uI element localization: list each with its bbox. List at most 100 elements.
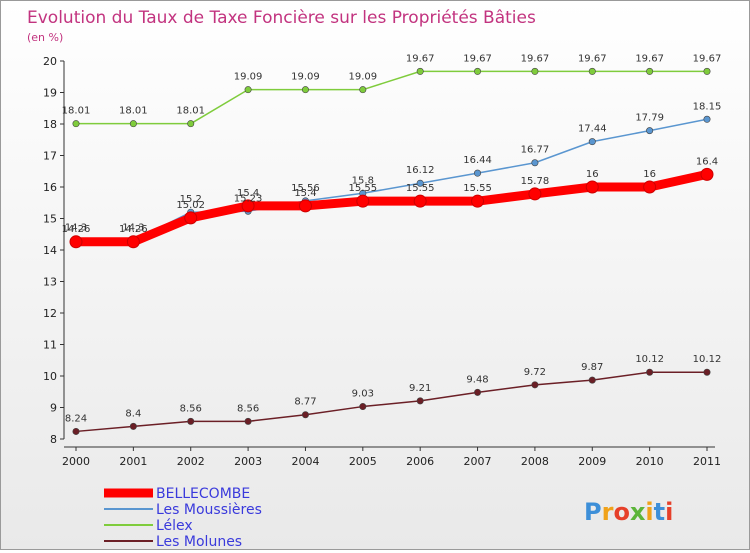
data-label-lelex: 19.67 bbox=[521, 53, 550, 64]
data-label-moussieres: 17.44 bbox=[578, 124, 607, 135]
chart-title: Evolution du Taux de Taxe Foncière sur l… bbox=[27, 8, 536, 28]
data-point-lelex bbox=[474, 67, 482, 75]
data-label-molunes: 8.56 bbox=[237, 403, 259, 414]
proxiti-logo: Proxiti bbox=[584, 498, 673, 526]
data-label-moussieres: 16.77 bbox=[521, 145, 550, 156]
data-label-bellecombe: 14.26 bbox=[62, 224, 91, 235]
legend-label-lelex: Lélex bbox=[156, 518, 193, 534]
data-point-bellecombe bbox=[643, 180, 657, 194]
data-label-moussieres: 14.3 bbox=[122, 223, 144, 234]
y-tick-label: 8 bbox=[50, 433, 57, 446]
data-point-lelex bbox=[301, 86, 309, 94]
x-tick-label: 2007 bbox=[464, 455, 492, 468]
x-tick-label: 2003 bbox=[234, 455, 262, 468]
data-label-molunes: 10.12 bbox=[635, 354, 664, 365]
data-label-lelex: 19.67 bbox=[406, 53, 435, 64]
data-label-lelex: 19.67 bbox=[693, 53, 722, 64]
x-tick-label: 2005 bbox=[349, 455, 377, 468]
data-point-bellecombe bbox=[356, 194, 370, 208]
x-tick-label: 2009 bbox=[578, 455, 606, 468]
data-label-molunes: 8.77 bbox=[294, 397, 316, 408]
axes: 8 9 10 11 12 13 14 15 16 17 18 19 20 2000 2001 2002 2003… bbox=[43, 55, 721, 468]
data-point-bellecombe bbox=[471, 194, 485, 208]
data-point-bellecombe bbox=[126, 235, 140, 249]
y-tick-label: 14 bbox=[43, 244, 57, 257]
data-point-lelex bbox=[187, 120, 195, 128]
data-label-moussieres: 16.44 bbox=[463, 155, 492, 166]
x-tick-label: 2000 bbox=[62, 455, 90, 468]
legend-label-bellecombe: BELLECOMBE bbox=[156, 486, 250, 502]
y-tick-label: 16 bbox=[43, 181, 57, 194]
data-label-moussieres: 15.2 bbox=[180, 194, 202, 205]
data-point-bellecombe bbox=[413, 194, 427, 208]
series-line-molunes bbox=[75, 371, 708, 433]
data-label-moussieres: 15.23 bbox=[234, 193, 263, 204]
data-label-molunes: 10.12 bbox=[693, 354, 722, 365]
data-label-molunes: 9.72 bbox=[524, 367, 546, 378]
data-point-molunes bbox=[703, 368, 711, 376]
x-tick-label: 2004 bbox=[291, 455, 319, 468]
data-point-molunes bbox=[359, 403, 367, 411]
chart-subtitle: (en %) bbox=[27, 31, 63, 44]
legend-label-moussieres: Les Moussières bbox=[156, 502, 262, 518]
series-line-bellecombe bbox=[71, 169, 712, 247]
logo-text: Proxiti bbox=[584, 498, 673, 526]
y-tick-label: 12 bbox=[43, 307, 57, 320]
series-points bbox=[69, 67, 714, 435]
data-label-lelex: 19.09 bbox=[291, 72, 320, 83]
data-point-bellecombe bbox=[69, 235, 83, 249]
data-label-moussieres: 16.12 bbox=[406, 165, 435, 176]
data-point-lelex bbox=[129, 120, 137, 128]
data-point-lelex bbox=[531, 67, 539, 75]
data-point-lelex bbox=[416, 67, 424, 75]
data-point-moussieres bbox=[588, 138, 596, 146]
data-label-molunes: 8.24 bbox=[65, 413, 87, 424]
data-point-bellecombe bbox=[585, 180, 599, 194]
data-label-molunes: 8.4 bbox=[125, 408, 141, 419]
data-point-bellecombe bbox=[298, 199, 312, 213]
x-tick-label: 2001 bbox=[119, 455, 147, 468]
y-tick-label: 9 bbox=[50, 402, 57, 415]
data-label-lelex: 19.09 bbox=[348, 72, 377, 83]
data-point-lelex bbox=[588, 67, 596, 75]
data-point-moussieres bbox=[416, 179, 424, 187]
data-point-moussieres bbox=[531, 159, 539, 167]
data-point-bellecombe bbox=[700, 167, 714, 181]
x-tick-label: 2006 bbox=[406, 455, 434, 468]
data-point-moussieres bbox=[703, 115, 711, 123]
data-point-lelex bbox=[359, 86, 367, 94]
data-point-molunes bbox=[588, 376, 596, 384]
data-label-bellecombe: 15.4 bbox=[294, 188, 316, 199]
legend: BELLECOMBE Les Moussières Lélex Les Molu… bbox=[104, 486, 262, 550]
x-tick-label: 2002 bbox=[177, 455, 205, 468]
data-point-molunes bbox=[72, 427, 80, 435]
y-tick-label: 19 bbox=[43, 87, 57, 100]
data-label-bellecombe: 15.78 bbox=[521, 176, 550, 187]
data-label-molunes: 9.48 bbox=[466, 374, 488, 385]
data-point-molunes bbox=[244, 417, 252, 425]
data-point-molunes bbox=[416, 397, 424, 405]
series-line-moussieres bbox=[75, 118, 708, 242]
data-point-molunes bbox=[531, 381, 539, 389]
data-label-lelex: 19.09 bbox=[234, 72, 263, 83]
data-label-molunes: 9.21 bbox=[409, 383, 431, 394]
data-point-molunes bbox=[129, 422, 137, 430]
y-tick-label: 17 bbox=[43, 150, 57, 163]
data-label-bellecombe: 16.4 bbox=[696, 156, 718, 167]
data-label-molunes: 9.03 bbox=[352, 389, 374, 400]
data-point-lelex bbox=[72, 120, 80, 128]
data-label-lelex: 19.67 bbox=[578, 53, 607, 64]
data-point-lelex bbox=[646, 67, 654, 75]
data-point-bellecombe bbox=[528, 187, 542, 201]
series-lines bbox=[71, 70, 712, 433]
data-label-molunes: 8.56 bbox=[180, 403, 202, 414]
data-point-molunes bbox=[646, 368, 654, 376]
data-point-molunes bbox=[301, 411, 309, 419]
y-tick-label: 20 bbox=[43, 55, 57, 68]
data-label-lelex: 18.01 bbox=[62, 106, 91, 117]
data-label-bellecombe: 15.55 bbox=[348, 183, 377, 194]
data-label-bellecombe: 15.4 bbox=[237, 188, 259, 199]
